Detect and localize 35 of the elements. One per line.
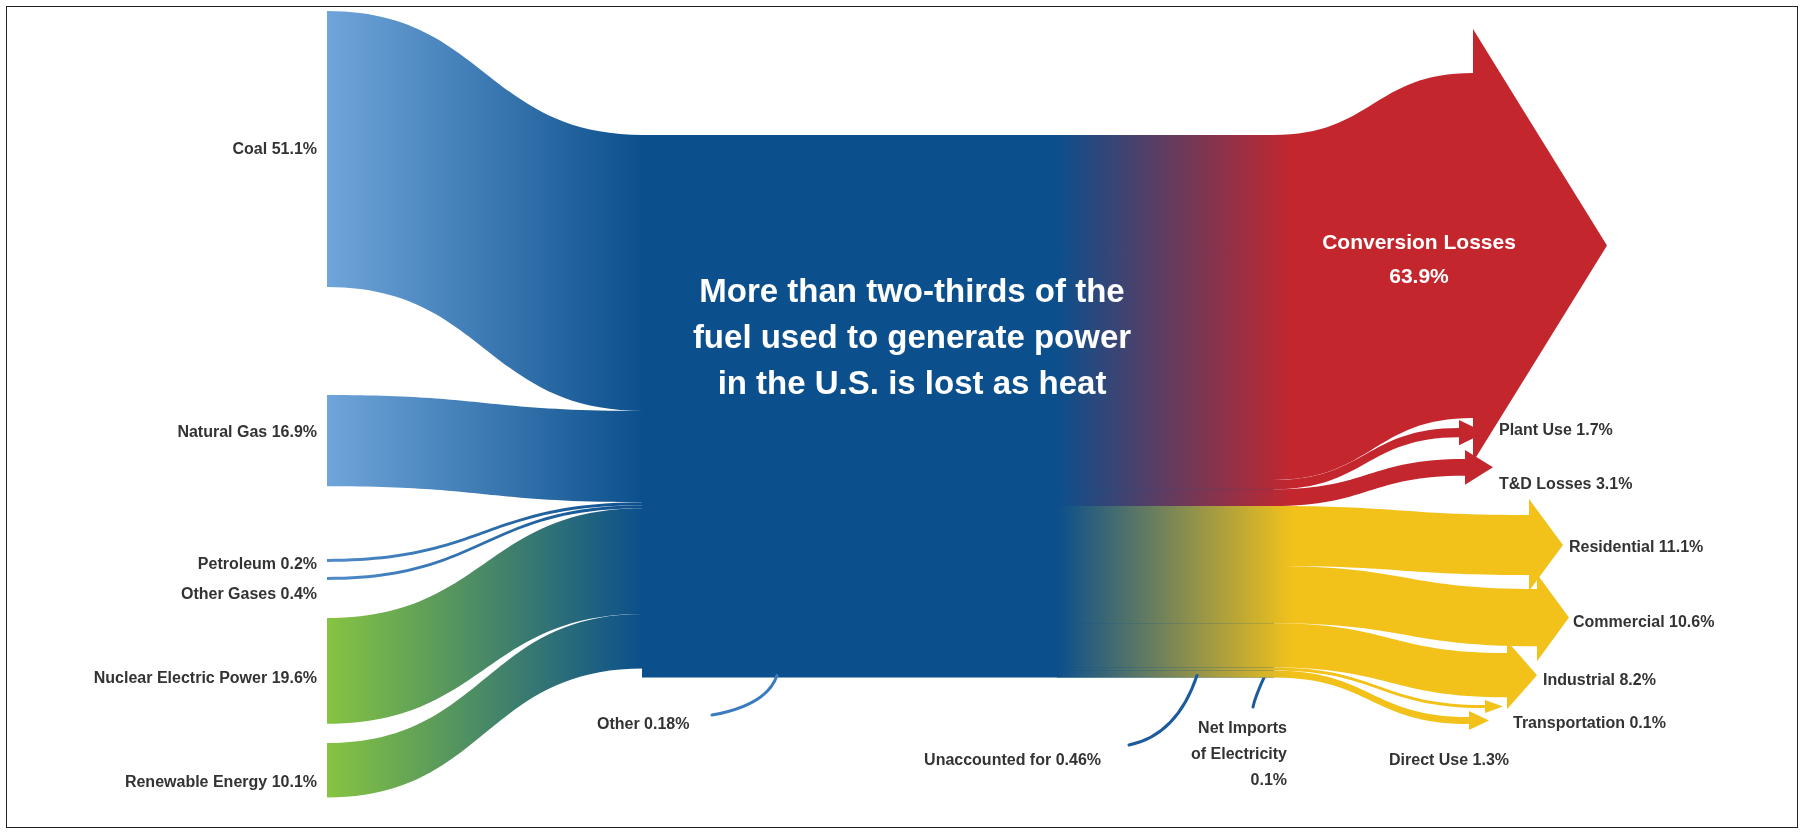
category-label: Unaccounted for xyxy=(924,751,1052,769)
data-label: 11.1% xyxy=(1658,538,1704,556)
data-label: 0.18% xyxy=(644,715,690,733)
data-label: 10.1% xyxy=(271,773,318,791)
category-label: Transportation xyxy=(1513,714,1626,732)
category-label: Nuclear Electric Power xyxy=(93,669,268,687)
category-label: Industrial xyxy=(1543,671,1616,689)
category-label: Coal xyxy=(232,140,268,158)
data-label: 63.9% xyxy=(1389,263,1450,287)
data-label: 3.1% xyxy=(1595,475,1633,493)
category-label: Commercial xyxy=(1573,613,1665,631)
data-label: 8.2% xyxy=(1619,671,1656,689)
category-label: Natural Gas xyxy=(177,423,268,441)
data-label: 0.2% xyxy=(280,555,317,573)
data-label: 19.6% xyxy=(271,669,318,687)
category-label: Direct Use xyxy=(1389,751,1469,769)
category-label: Other xyxy=(597,715,640,733)
category-label: Conversion Losses xyxy=(1322,229,1516,253)
data-label: 0.4% xyxy=(280,585,317,603)
data-label: 16.9% xyxy=(271,423,318,441)
category-label: T&D Losses xyxy=(1499,475,1592,493)
data-label: 1.3% xyxy=(1472,751,1510,769)
data-label: 1.7% xyxy=(1576,421,1613,439)
category-label: Residential xyxy=(1569,538,1655,556)
text: More than two-thirds of the fuel used to generate power in the U.S. is lost as heat xyxy=(692,272,1132,402)
category-label: Plant Use xyxy=(1499,421,1573,439)
category-label: Net Imports of Electricity xyxy=(1190,719,1288,763)
category-label: Other Gases xyxy=(180,585,277,603)
category-label: Renewable Energy xyxy=(124,773,268,791)
data-label: 51.1% xyxy=(271,140,318,158)
data-label: 0.1% xyxy=(1250,771,1287,789)
data-label: 0.46% xyxy=(1055,751,1102,769)
data-label: 0.1% xyxy=(1629,714,1666,732)
category-label: Petroleum xyxy=(197,555,277,573)
data-label: 10.6% xyxy=(1669,613,1715,631)
